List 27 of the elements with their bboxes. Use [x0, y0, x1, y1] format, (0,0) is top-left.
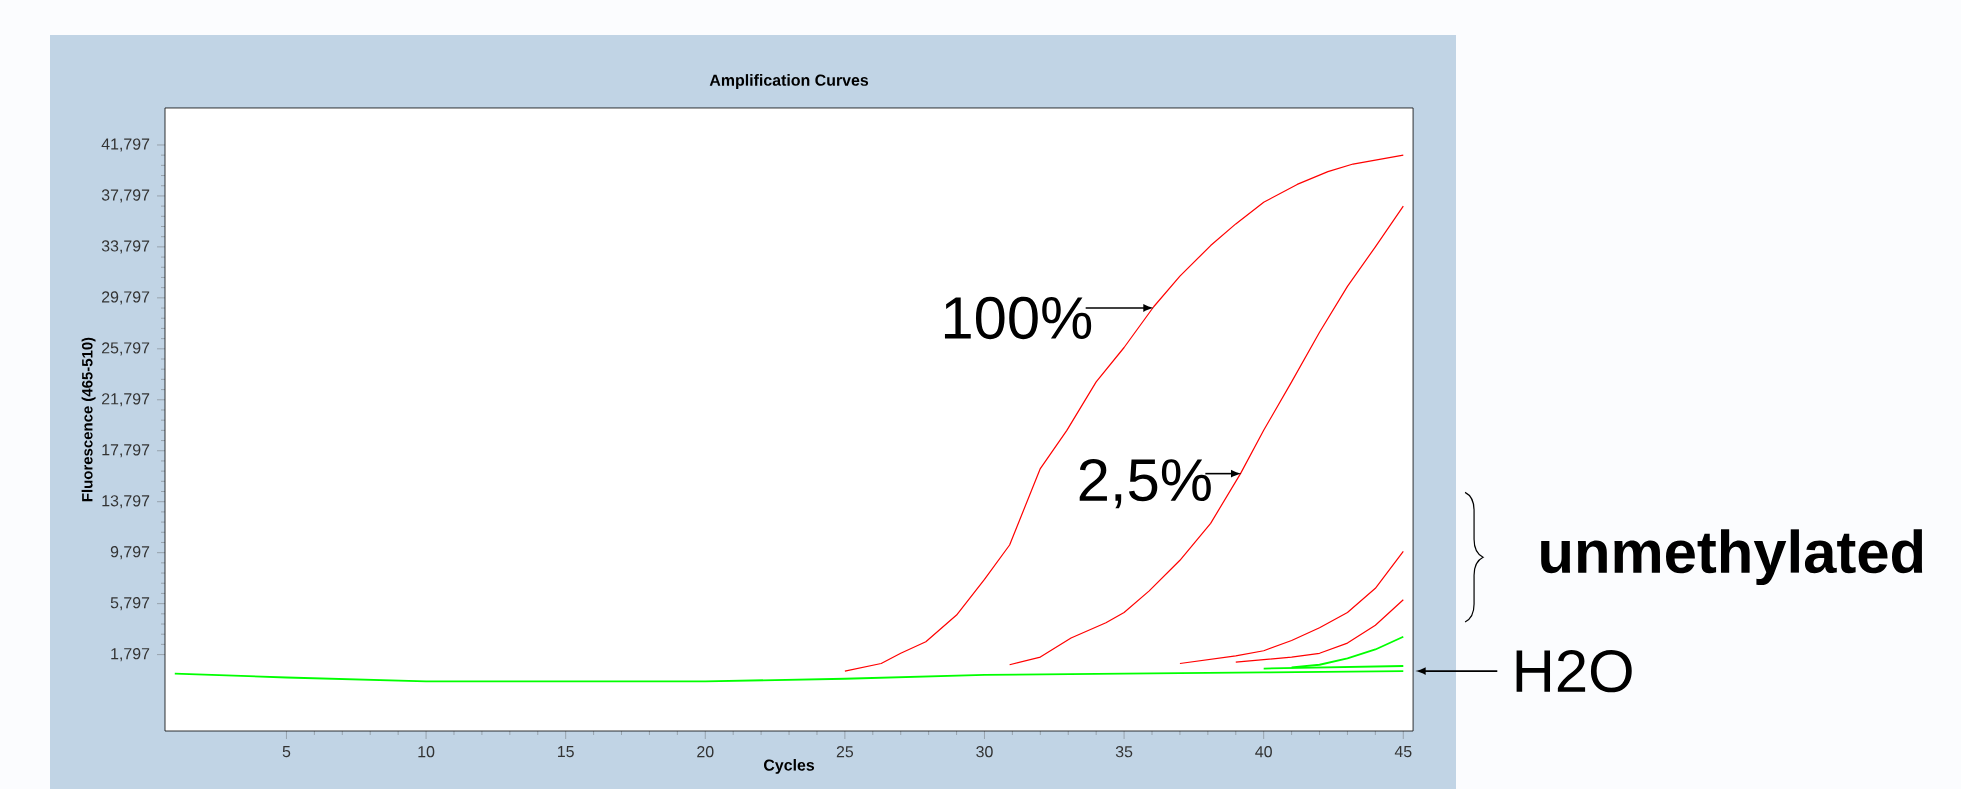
y-tick-label: 41,797	[101, 138, 150, 152]
annotation: 100%	[944, 296, 1092, 340]
y-axis-title: Fluorescence (465-510)	[81, 337, 96, 502]
x-tick-label: 40	[1255, 746, 1272, 758]
x-tick-label: 45	[1394, 746, 1412, 758]
x-axis-title: Cycles	[763, 758, 815, 774]
x-tick-label: 35	[1115, 746, 1133, 758]
y-tick-label: 25,797	[102, 342, 150, 356]
x-tick-label: 15	[558, 746, 574, 758]
x-tick-label: 30	[976, 746, 993, 758]
x-tick-label: 10	[418, 746, 435, 758]
text: unmethylated	[1541, 529, 1923, 586]
y-tick-label: 21,797	[102, 393, 150, 407]
annotation: H2O	[1516, 649, 1632, 693]
y-tick-label: 13,797	[102, 495, 150, 509]
y-tick-label: 17,797	[102, 444, 150, 458]
y-tick-label: 33,797	[101, 240, 150, 254]
chart-title: Amplification Curves	[709, 74, 869, 89]
y-tick-label: 29,797	[102, 291, 150, 305]
x-tick-label: 5	[282, 746, 291, 758]
y-tick-label: 1,797	[111, 648, 150, 662]
annotation: 2,5%	[1079, 458, 1211, 509]
x-tick-label: 20	[697, 746, 714, 758]
y-tick-label: 5,797	[110, 597, 150, 611]
y-tick-label: 9,797	[110, 546, 150, 560]
x-tick-label: 25	[836, 746, 854, 758]
y-tick-label: 37,797	[101, 189, 150, 203]
